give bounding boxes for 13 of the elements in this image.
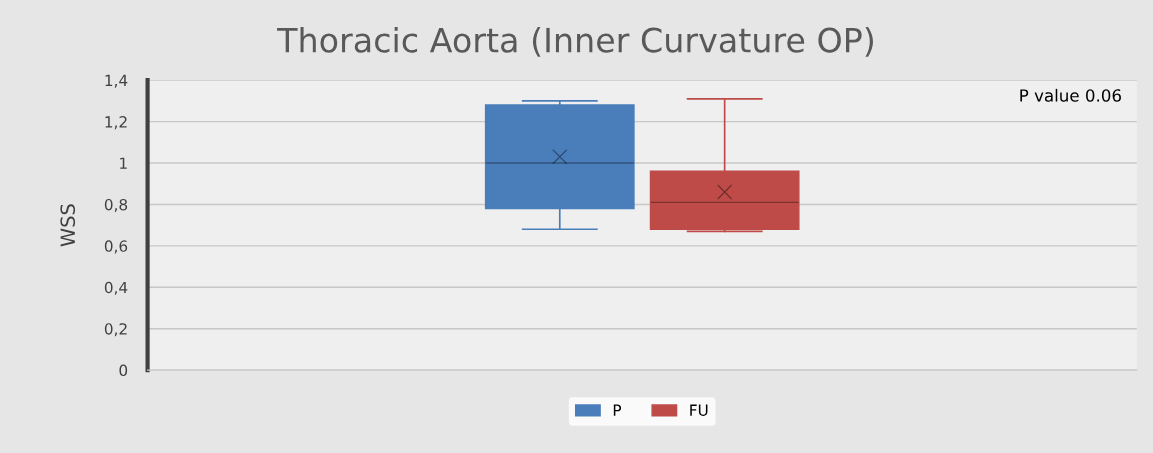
y-tick-label: 0,8 [104,198,128,213]
y-tick-label: 1,2 [105,116,127,130]
legend-label: FU [690,404,708,416]
y-tick-label: 1,4 [105,74,128,88]
y-tick-label: 0,6 [104,240,128,254]
annotation: P value 0.06 [1020,88,1121,102]
y-tick-label: 1 [120,157,127,169]
y-tick-label: 0,4 [104,281,128,295]
y-axis-title: WSS [60,204,76,247]
legend-label: P [613,404,622,416]
y-tick-label: 0 [119,364,128,377]
y-tick-label: 0,2 [104,323,127,337]
chart-title: Thoracic Aorta (Inner Curvature OP) [277,26,873,57]
